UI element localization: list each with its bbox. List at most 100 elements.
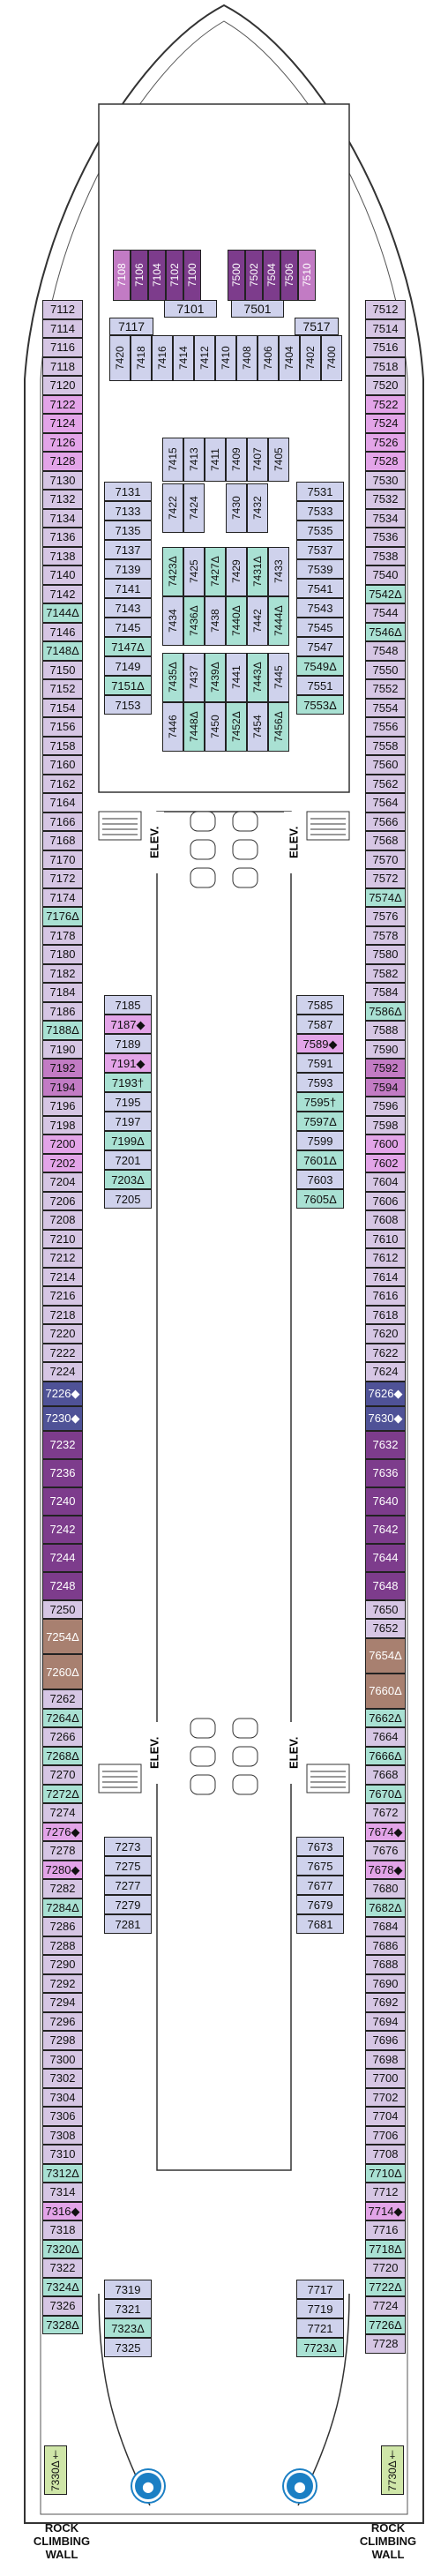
cabin-7308[interactable]: 7308	[42, 2125, 83, 2145]
cabin-7414[interactable]: 7414	[173, 335, 194, 381]
cabin-7589[interactable]: 7589◆	[296, 1034, 344, 1053]
cabin-7680[interactable]: 7680	[365, 1879, 406, 1898]
cabin-7192[interactable]: 7192	[42, 1059, 83, 1078]
cabin-7274[interactable]: 7274	[42, 1803, 83, 1823]
cabin-7149[interactable]: 7149	[104, 656, 152, 676]
cabin-7130[interactable]: 7130	[42, 470, 83, 490]
cabin-7684[interactable]: 7684	[365, 1917, 406, 1936]
cabin-7101[interactable]: 7101	[164, 300, 217, 318]
cabin-7268[interactable]: 7268Δ	[42, 1746, 83, 1765]
cabin-7688[interactable]: 7688	[365, 1955, 406, 1974]
cabin-7443[interactable]: 7443Δ	[247, 653, 268, 702]
cabin-7698[interactable]: 7698	[365, 2049, 406, 2069]
cabin-7212[interactable]: 7212	[42, 1248, 83, 1268]
cabin-7216[interactable]: 7216	[42, 1286, 83, 1306]
cabin-7704[interactable]: 7704	[365, 2107, 406, 2126]
cabin-7558[interactable]: 7558	[365, 736, 406, 755]
cabin-7136[interactable]: 7136	[42, 528, 83, 547]
cabin-7566[interactable]: 7566	[365, 812, 406, 831]
cabin-7694[interactable]: 7694	[365, 2011, 406, 2031]
cabin-7185[interactable]: 7185	[104, 995, 152, 1015]
cabin-7226[interactable]: 7226◆	[42, 1381, 83, 1406]
cabin-7406[interactable]: 7406	[258, 335, 279, 381]
cabin-7326[interactable]: 7326	[42, 2296, 83, 2316]
cabin-7630[interactable]: 7630◆	[365, 1405, 406, 1431]
cabin-7139[interactable]: 7139	[104, 559, 152, 579]
cabin-7516[interactable]: 7516	[365, 338, 406, 357]
cabin-7572[interactable]: 7572	[365, 869, 406, 888]
cabin-7679[interactable]: 7679	[296, 1895, 344, 1914]
cabin-7612[interactable]: 7612	[365, 1248, 406, 1268]
cabin-7210[interactable]: 7210	[42, 1229, 83, 1248]
cabin-7418[interactable]: 7418	[131, 335, 152, 381]
cabin-7134[interactable]: 7134	[42, 508, 83, 528]
cabin-7178[interactable]: 7178	[42, 925, 83, 945]
cabin-7600[interactable]: 7600	[365, 1134, 406, 1154]
cabin-7547[interactable]: 7547	[296, 637, 344, 656]
cabin-7432[interactable]: 7432	[247, 483, 268, 533]
cabin-7321[interactable]: 7321	[104, 2299, 152, 2318]
cabin-7151[interactable]: 7151Δ	[104, 676, 152, 695]
cabin-7402[interactable]: 7402	[300, 335, 321, 381]
cabin-7604[interactable]: 7604	[365, 1172, 406, 1192]
cabin-7423[interactable]: 7423Δ	[162, 547, 183, 596]
cabin-7188[interactable]: 7188Δ	[42, 1021, 83, 1040]
cabin-7410[interactable]: 7410	[215, 335, 236, 381]
cabin-7728[interactable]: 7728	[365, 2334, 406, 2354]
cabin-7206[interactable]: 7206	[42, 1191, 83, 1210]
cabin-7170[interactable]: 7170	[42, 850, 83, 869]
cabin-7587[interactable]: 7587	[296, 1015, 344, 1034]
cabin-7618[interactable]: 7618	[365, 1305, 406, 1324]
cabin-7193[interactable]: 7193†	[104, 1073, 152, 1092]
cabin-7588[interactable]: 7588	[365, 1021, 406, 1040]
cabin-7632[interactable]: 7632	[365, 1430, 406, 1459]
cabin-7144[interactable]: 7144Δ	[42, 603, 83, 623]
cabin-7205[interactable]: 7205	[104, 1189, 152, 1209]
cabin-7147[interactable]: 7147Δ	[104, 637, 152, 656]
cabin-7560[interactable]: 7560	[365, 755, 406, 775]
cabin-7186[interactable]: 7186	[42, 1001, 83, 1021]
cabin-7142[interactable]: 7142	[42, 584, 83, 603]
cabin-7726[interactable]: 7726Δ	[365, 2315, 406, 2334]
cabin-7578[interactable]: 7578	[365, 925, 406, 945]
cabin-7554[interactable]: 7554	[365, 698, 406, 717]
cabin-7717[interactable]: 7717	[296, 2280, 344, 2299]
cabin-7160[interactable]: 7160	[42, 755, 83, 775]
cabin-7594[interactable]: 7594	[365, 1077, 406, 1097]
cabin-7574[interactable]: 7574Δ	[365, 887, 406, 907]
cabin-7433[interactable]: 7433	[268, 547, 289, 596]
cabin-7156[interactable]: 7156	[42, 717, 83, 737]
cabin-7434[interactable]: 7434	[162, 596, 183, 646]
cabin-7323[interactable]: 7323Δ	[104, 2318, 152, 2338]
cabin-7162[interactable]: 7162	[42, 774, 83, 793]
cabin-7232[interactable]: 7232	[42, 1430, 83, 1459]
cabin-7610[interactable]: 7610	[365, 1229, 406, 1248]
cabin-7415[interactable]: 7415	[162, 438, 183, 482]
cabin-7673[interactable]: 7673	[296, 1837, 344, 1856]
cabin-7592[interactable]: 7592	[365, 1059, 406, 1078]
cabin-7176[interactable]: 7176Δ	[42, 907, 83, 926]
cabin-7564[interactable]: 7564	[365, 793, 406, 812]
cabin-7143[interactable]: 7143	[104, 598, 152, 618]
cabin-7272[interactable]: 7272Δ	[42, 1784, 83, 1803]
cabin-7654[interactable]: 7654Δ	[365, 1637, 406, 1674]
cabin-7202[interactable]: 7202	[42, 1153, 83, 1172]
cabin-7439[interactable]: 7439Δ	[205, 653, 226, 702]
cabin-7141[interactable]: 7141	[104, 579, 152, 598]
cabin-7324[interactable]: 7324Δ	[42, 2277, 83, 2296]
cabin-7194[interactable]: 7194	[42, 1077, 83, 1097]
cabin-7128[interactable]: 7128	[42, 452, 83, 471]
cabin-7662[interactable]: 7662Δ	[365, 1708, 406, 1727]
cabin-7640[interactable]: 7640	[365, 1486, 406, 1516]
cabin-7292[interactable]: 7292	[42, 1973, 83, 1993]
cabin-7510[interactable]: 7510	[298, 250, 316, 301]
cabin-7506[interactable]: 7506	[280, 250, 298, 301]
cabin-7601[interactable]: 7601Δ	[296, 1150, 344, 1170]
cabin-7437[interactable]: 7437	[183, 653, 205, 702]
cabin-7570[interactable]: 7570	[365, 850, 406, 869]
cabin-7702[interactable]: 7702	[365, 2087, 406, 2107]
cabin-7108[interactable]: 7108	[113, 250, 131, 301]
cabin-7539[interactable]: 7539	[296, 559, 344, 579]
cabin-7660[interactable]: 7660Δ	[365, 1673, 406, 1709]
cabin-7543[interactable]: 7543	[296, 598, 344, 618]
